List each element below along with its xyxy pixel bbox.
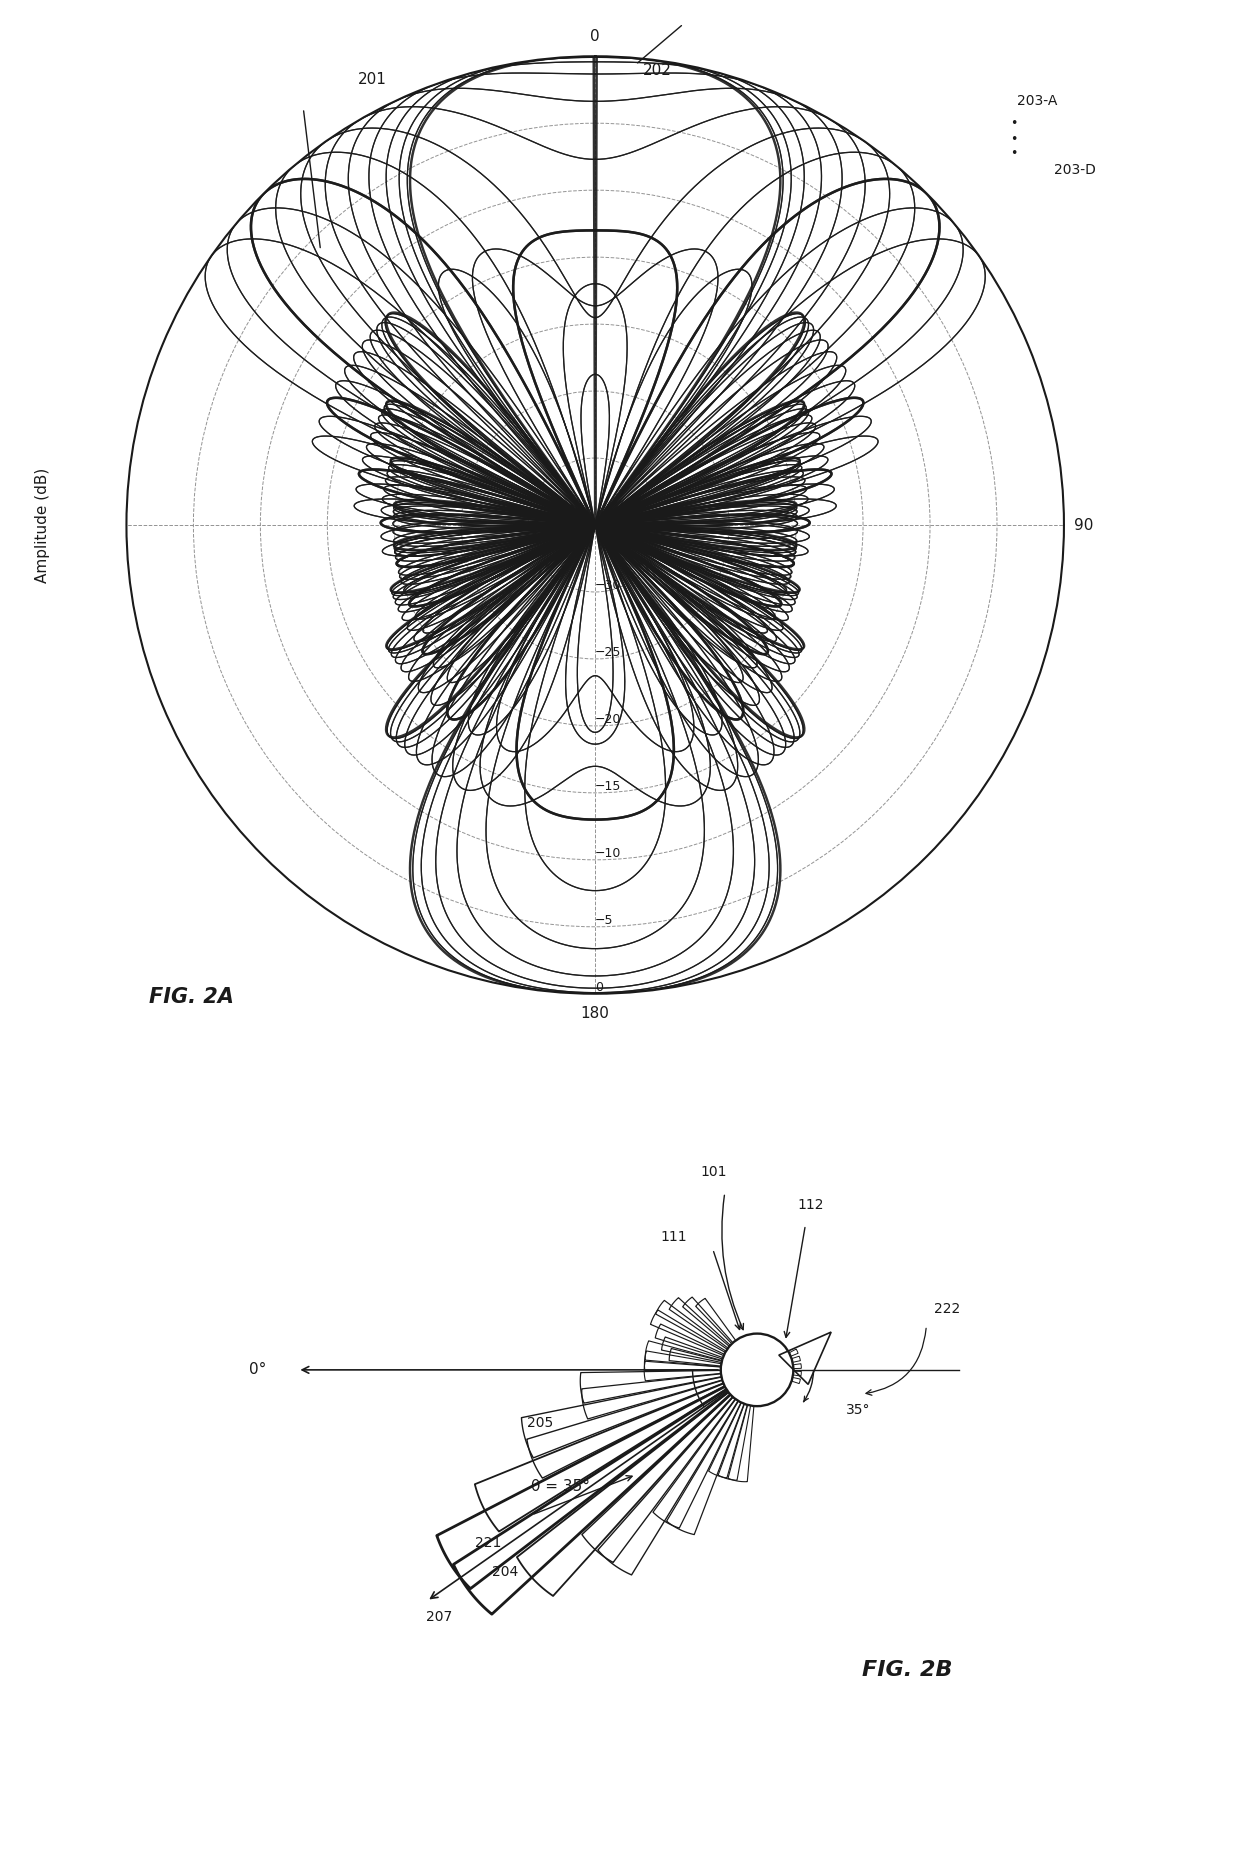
Text: FIG. 2B: FIG. 2B [862,1659,952,1680]
Text: 204: 204 [492,1566,518,1579]
Text: θ = 35°: θ = 35° [531,1479,590,1494]
Circle shape [720,1333,794,1406]
Text: 112: 112 [797,1198,823,1211]
Text: •: • [1011,148,1018,161]
Text: 207: 207 [427,1609,453,1624]
Text: 222: 222 [935,1303,961,1316]
Text: 111: 111 [661,1230,687,1243]
Text: 202: 202 [642,64,672,79]
Text: •: • [1011,118,1018,131]
Y-axis label: Amplitude (dB): Amplitude (dB) [35,467,50,583]
Text: 35°: 35° [846,1402,870,1418]
Text: •: • [1011,133,1018,146]
Text: 201: 201 [357,73,387,88]
Text: 203-D: 203-D [1054,163,1096,178]
Text: 0°: 0° [248,1363,265,1378]
Text: 205: 205 [527,1416,553,1431]
Text: FIG. 2A: FIG. 2A [149,986,233,1007]
Text: 203-A: 203-A [1017,94,1058,109]
Text: 101: 101 [701,1166,727,1179]
Text: 221: 221 [475,1536,501,1551]
